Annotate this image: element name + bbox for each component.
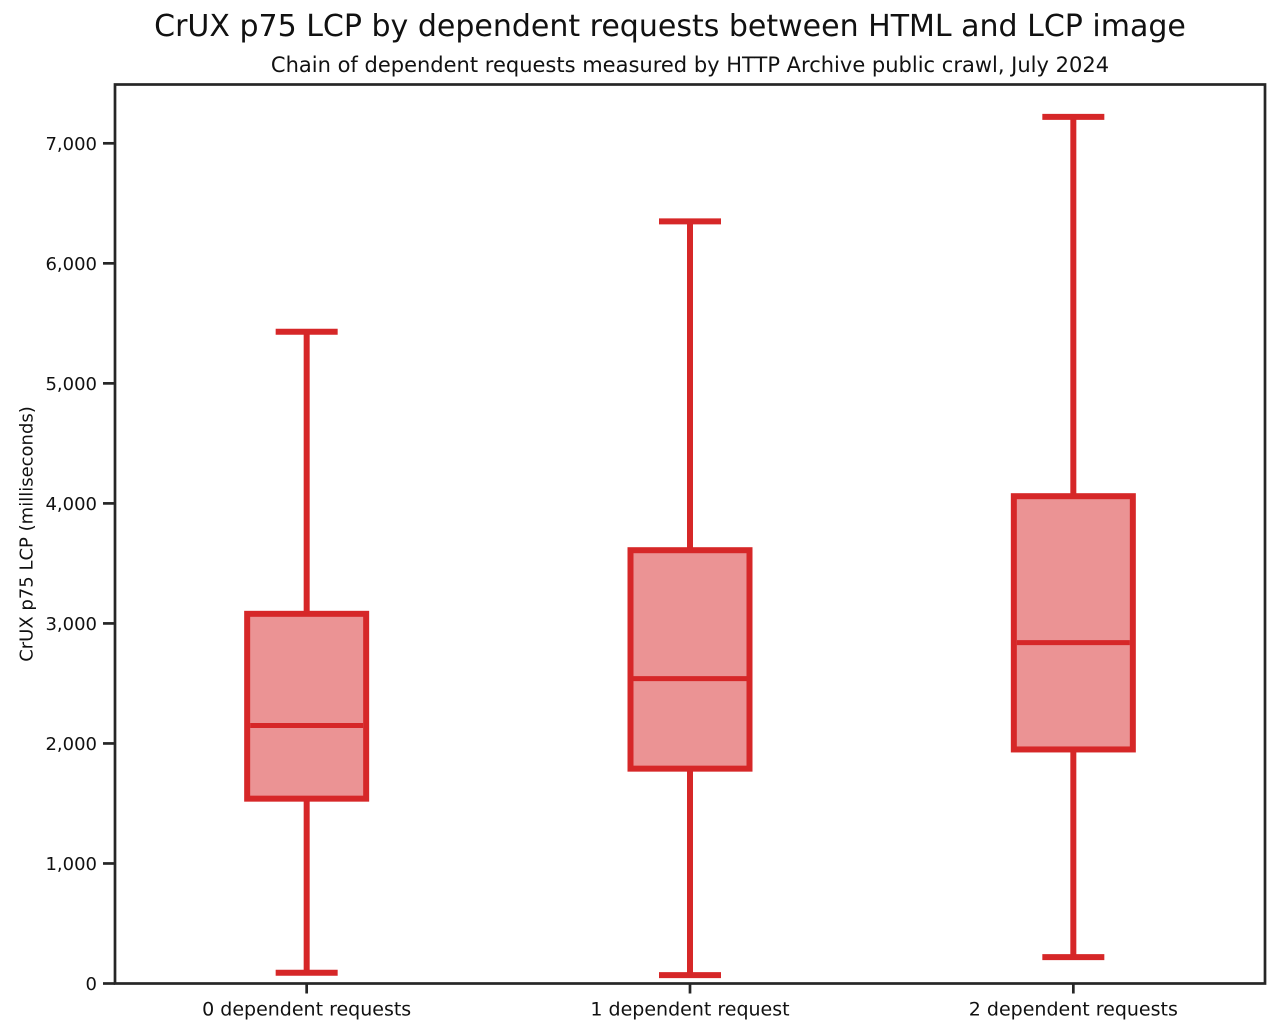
- y-tick-label: 0: [86, 974, 97, 995]
- y-tick-label: 4,000: [45, 494, 97, 515]
- y-tick-label: 5,000: [45, 374, 97, 395]
- box-group: [244, 328, 370, 976]
- box-group: [627, 218, 753, 979]
- iqr-box: [627, 547, 753, 772]
- iqr-box: [244, 610, 370, 802]
- box-group: [1010, 113, 1136, 961]
- x-category-label: 2 dependent requests: [969, 999, 1178, 1021]
- y-tick-label: 3,000: [45, 614, 97, 635]
- chart-title: CrUX p75 LCP by dependent requests betwe…: [154, 9, 1186, 44]
- x-category-label: 1 dependent request: [590, 999, 789, 1021]
- chart-subtitle: Chain of dependent requests measured by …: [270, 53, 1110, 77]
- x-category-label: 0 dependent requests: [202, 999, 411, 1021]
- y-tick-label: 6,000: [45, 254, 97, 275]
- y-tick-label: 7,000: [45, 134, 97, 155]
- y-tick-label: 2,000: [45, 734, 97, 755]
- iqr-box: [1010, 493, 1136, 753]
- y-tick-label: 1,000: [45, 854, 97, 875]
